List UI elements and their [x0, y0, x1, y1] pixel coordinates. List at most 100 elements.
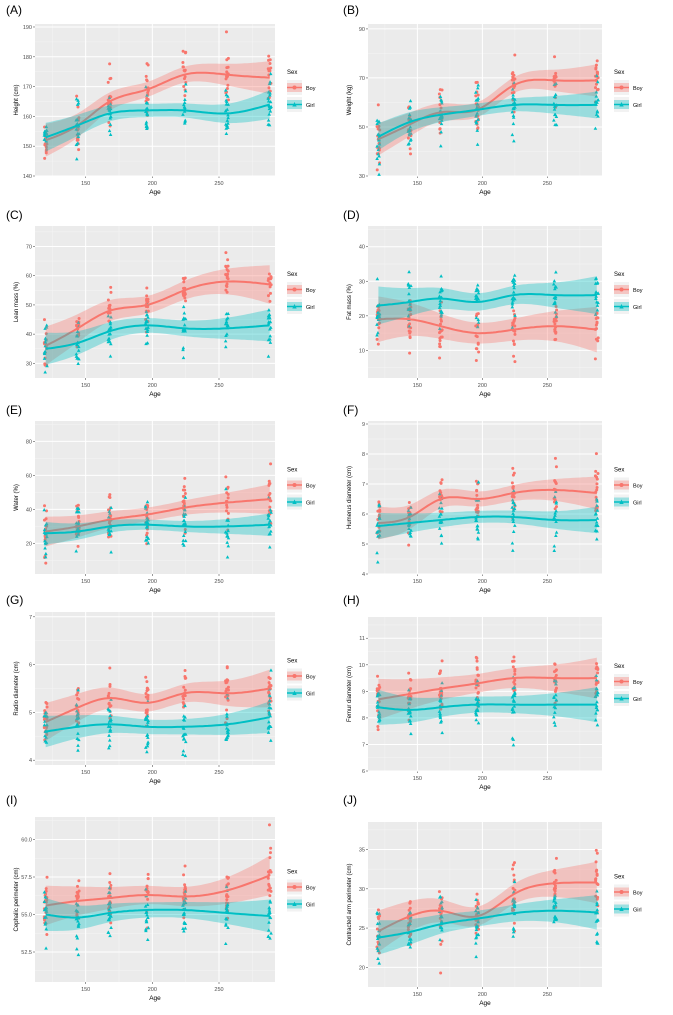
- legend-label: Boy: [306, 86, 316, 92]
- legend-label: Boy: [306, 288, 316, 294]
- y-tick-label: 190: [23, 25, 32, 31]
- boy-point: [181, 49, 185, 53]
- boy-point: [225, 875, 229, 879]
- legend-key-point: [292, 885, 297, 889]
- boy-point: [552, 319, 556, 323]
- girl-point: [511, 106, 515, 110]
- girl-point: [42, 131, 47, 135]
- boy-point: [475, 335, 479, 339]
- boy-point: [553, 456, 557, 460]
- girl-point: [409, 505, 413, 509]
- girl-point: [74, 901, 79, 905]
- girl-point: [43, 555, 48, 559]
- girl-point: [76, 924, 81, 928]
- boy-point: [594, 848, 598, 852]
- girl-point: [109, 925, 113, 929]
- x-axis-title: Age: [149, 587, 161, 594]
- boy-point: [144, 74, 148, 78]
- girl-point: [475, 142, 480, 146]
- girl-point: [145, 741, 150, 746]
- y-tick-label: 90: [359, 27, 365, 33]
- girl-point: [594, 90, 599, 94]
- girl-point: [407, 269, 411, 274]
- boy-point: [438, 88, 442, 92]
- girl-point: [437, 305, 442, 309]
- girl-point: [407, 291, 411, 296]
- boy-point: [475, 666, 479, 670]
- boy-point: [183, 488, 187, 492]
- boy-point: [409, 694, 413, 698]
- legend-label: Girl: [633, 305, 642, 311]
- x-axis-title: Age: [149, 995, 161, 1002]
- girl-point: [376, 691, 380, 695]
- girl-point: [45, 363, 49, 368]
- boy-point: [183, 69, 187, 73]
- girl-point: [439, 719, 444, 723]
- legend-title: Sex: [287, 468, 297, 474]
- boy-point: [439, 942, 443, 946]
- boy-point: [266, 294, 270, 298]
- boy-point: [268, 62, 272, 66]
- girl-point: [554, 693, 558, 697]
- boy-confidence-band: [45, 484, 270, 547]
- girl-point: [146, 315, 150, 319]
- girl-point: [267, 694, 272, 698]
- x-tick-label: 250: [214, 987, 223, 993]
- girl-point: [593, 312, 598, 316]
- y-axis-title: Height (cm): [14, 84, 20, 115]
- girl-point: [595, 308, 600, 312]
- girl-point: [476, 498, 481, 502]
- boy-point: [225, 680, 229, 684]
- girl-point: [108, 322, 113, 326]
- chart-panel-f: (F) 150 200 250 4 5 6 7 8 9 Age Humerus diameter (c…: [343, 403, 643, 594]
- girl-point: [267, 532, 272, 536]
- girl-point: [552, 715, 556, 719]
- legend-title: Sex: [287, 70, 297, 76]
- boy-point: [226, 511, 230, 515]
- girl-point: [76, 731, 80, 735]
- y-tick-label: 6: [362, 769, 365, 775]
- girl-point: [182, 508, 187, 512]
- boy-point: [184, 299, 188, 303]
- y-tick-label: 30: [359, 279, 365, 285]
- girl-point: [183, 329, 188, 333]
- girl-point: [225, 908, 229, 912]
- girl-confidence-band: [378, 687, 597, 725]
- girl-point: [42, 507, 47, 512]
- girl-point: [44, 551, 48, 556]
- legend: Sex Boy Girl: [287, 659, 316, 701]
- boy-point: [146, 877, 150, 881]
- girl-point: [438, 301, 442, 306]
- boy-point: [408, 335, 412, 339]
- panel-label: (D): [343, 208, 360, 222]
- chart-panel-e: (E) 150 200 250 20 40 60 80 Age Water (%) Sex Boy Gi…: [6, 403, 316, 594]
- girl-point: [474, 90, 478, 94]
- boy-point: [439, 971, 443, 975]
- minor-grid: [35, 612, 275, 765]
- girl-point: [439, 274, 443, 278]
- girl-point: [512, 693, 517, 698]
- boy-point: [268, 58, 272, 62]
- legend-label: Boy: [306, 675, 316, 681]
- boy-point: [437, 890, 441, 894]
- boy-point: [146, 897, 150, 901]
- boy-point: [511, 485, 515, 489]
- girl-point: [45, 722, 49, 727]
- y-tick-label: 8: [362, 452, 365, 458]
- y-tick-label: 7: [29, 615, 32, 621]
- girl-point: [406, 314, 411, 318]
- boy-point: [513, 672, 517, 676]
- legend-key-point: [292, 304, 297, 309]
- boy-point: [181, 694, 185, 698]
- girl-point: [43, 922, 47, 926]
- legend-title: Sex: [614, 468, 624, 474]
- girl-point: [511, 277, 516, 281]
- girl-point: [268, 93, 272, 97]
- girl-confidence-band: [45, 701, 270, 748]
- girl-point: [145, 500, 150, 504]
- boy-point: [594, 860, 598, 864]
- legend: Sex Boy Girl: [614, 70, 643, 112]
- girl-point: [107, 743, 112, 748]
- girl-point: [183, 119, 187, 124]
